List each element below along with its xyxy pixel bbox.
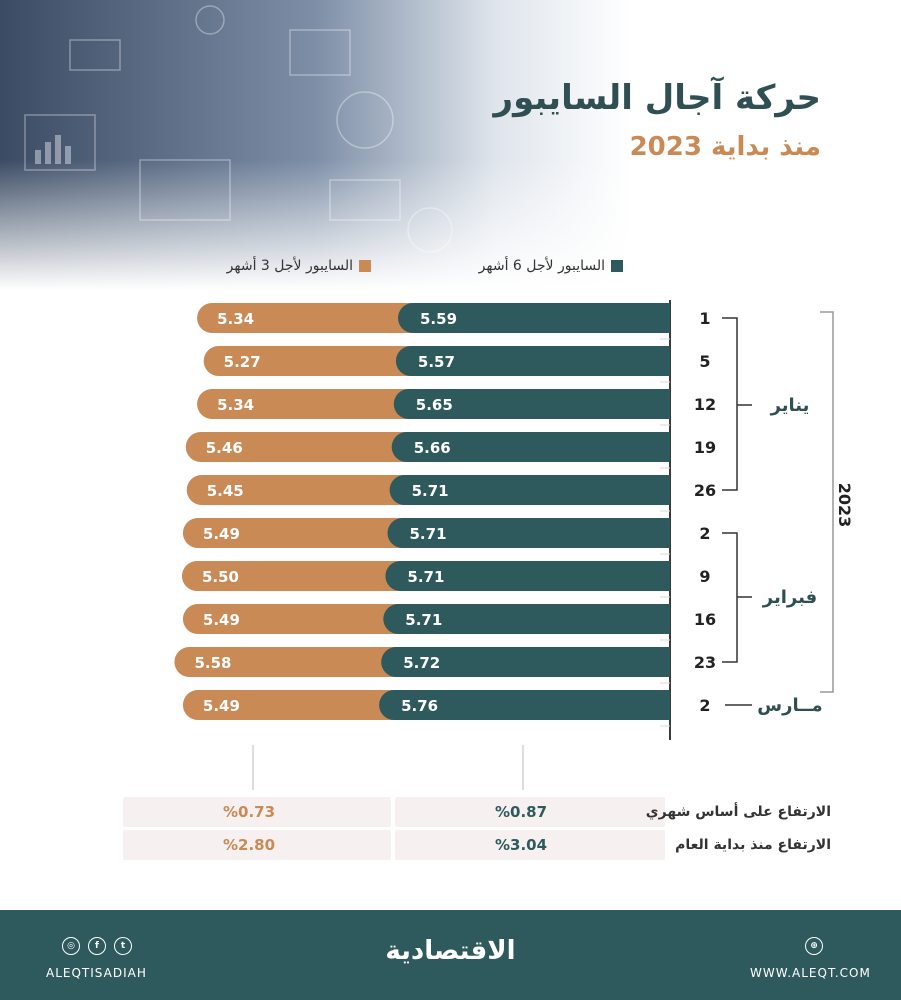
data-label-three-4: 5.45 [207,482,244,500]
summary-monthly-label: الارتفاع على أساس شهري [645,804,831,820]
month-label-february: فبراير [762,587,817,608]
data-label-six-8: 5.72 [403,654,440,672]
bar-six-month-0 [398,303,670,333]
bracket-february [722,532,738,663]
hero-image [0,0,901,290]
summary-monthly-three: %0.73 [123,797,391,827]
data-label-three-0: 5.34 [217,310,254,328]
bracket-january [722,317,738,491]
summary-row-monthly: %0.73 %0.87 الارتفاع على أساس شهري [0,797,901,827]
data-label-six-2: 5.65 [416,396,453,414]
data-label-three-7: 5.49 [203,611,240,629]
bracket-year [820,311,834,693]
data-label-six-4: 5.71 [412,482,449,500]
footer-site[interactable]: WWW.ALEQT.COM [750,966,871,980]
legend-swatch-six [611,260,623,272]
summary-ytd-three: %2.80 [123,830,391,860]
bar-six-month-8 [381,647,670,677]
data-label-six-9: 5.76 [401,697,438,715]
page-subtitle: منذ بداية 2023 [629,132,821,162]
legend-six-month: السايبور لأجل 6 أشهر [479,258,623,274]
bar-six-month-4 [389,475,670,505]
footer-brand-logo: الاقتصادية [385,936,516,966]
facebook-icon[interactable]: f [88,937,106,955]
bar-six-month-2 [393,389,670,419]
data-label-three-6: 5.50 [202,568,239,586]
day-label-8: 23 [694,653,716,672]
data-label-six-5: 5.71 [410,525,447,543]
data-label-six-0: 5.59 [420,310,457,328]
globe-icon[interactable]: ⊕ [805,937,823,955]
summary-row-ytd: %2.80 %3.04 الارتفاع منذ بداية العام [0,830,901,860]
bar-six-month-9 [379,690,670,720]
bar-six-month-5 [387,518,670,548]
legend-label-three: السايبور لأجل 3 أشهر [226,258,353,274]
data-label-three-1: 5.27 [224,353,261,371]
data-label-six-7: 5.71 [405,611,442,629]
bar-six-month-3 [391,432,670,462]
twitter-icon[interactable]: t [114,937,132,955]
data-label-six-1: 5.57 [418,353,455,371]
saibor-bar-chart: 5.34 5.59 1 5.27 5.57 5 5.34 5.65 12 5.46 5.66 19 5.… [174,300,854,790]
day-label-0: 1 [699,309,710,328]
data-label-three-2: 5.34 [217,396,254,414]
day-label-9: 2 [699,696,710,715]
day-label-6: 9 [699,567,710,586]
bar-six-month-7 [383,604,670,634]
footer-handle[interactable]: ALEQTISADIAH [46,966,147,980]
summary-ytd-six: %3.04 [395,830,665,860]
data-label-six-3: 5.66 [414,439,451,457]
day-label-2: 12 [694,395,716,414]
bar-six-month-6 [385,561,670,591]
summary-ytd-label: الارتفاع منذ بداية العام [675,837,831,853]
legend-three-month: السايبور لأجل 3 أشهر [227,258,371,274]
data-label-three-8: 5.58 [194,654,231,672]
day-label-3: 19 [694,438,716,457]
day-label-5: 2 [699,524,710,543]
bar-six-month-1 [395,346,670,376]
footer: ◎ f t ALEQTISADIAH الاقتصادية ⊕ WWW.ALEQ… [0,910,901,1000]
data-label-three-5: 5.49 [203,525,240,543]
data-label-six-6: 5.71 [407,568,444,586]
summary-monthly-six: %0.87 [395,797,665,827]
legend-swatch-three [359,260,371,272]
data-label-three-9: 5.49 [203,697,240,715]
day-label-7: 16 [694,610,716,629]
month-label-march: مــارس [757,695,822,716]
day-label-1: 5 [699,352,710,371]
legend-label-six: السايبور لأجل 6 أشهر [478,258,605,274]
page-title: حركة آجال السايبور [493,78,821,118]
day-label-4: 26 [694,481,716,500]
instagram-icon[interactable]: ◎ [62,937,80,955]
month-label-january: يناير [770,395,810,416]
data-label-three-3: 5.46 [206,439,243,457]
year-label: 2023 [835,483,854,528]
